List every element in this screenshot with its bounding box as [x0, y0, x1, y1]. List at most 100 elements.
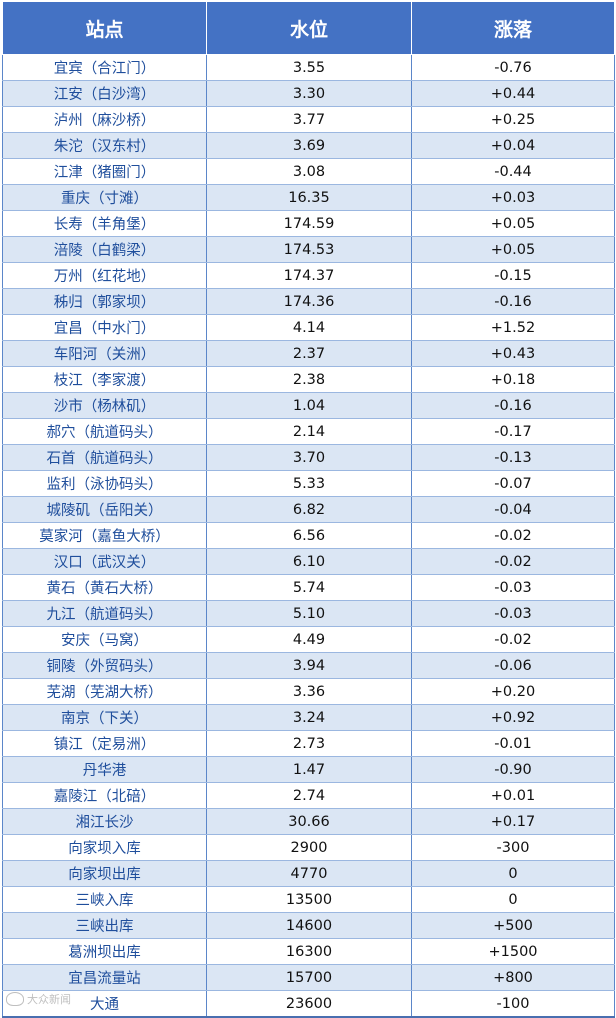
station-cell: 郝穴（航道码头） — [2, 418, 207, 445]
level-cell: 30.66 — [206, 808, 412, 835]
station-cell: 江安（白沙湾） — [2, 80, 207, 107]
table-row: 宜昌（中水门） 4.14 +1.52 — [2, 314, 615, 341]
level-cell: 1.04 — [206, 392, 412, 419]
level-cell: 2.74 — [206, 782, 412, 809]
table-row: 汉口（武汉关） 6.10 -0.02 — [2, 548, 615, 575]
change-cell: +0.01 — [411, 782, 615, 809]
table-body: 宜宾（合江门） 3.55 -0.76 江安（白沙湾） 3.30 +0.44 泸州（麻沙桥） 3… — [2, 54, 615, 1018]
level-cell: 4.49 — [206, 626, 412, 653]
level-cell: 6.82 — [206, 496, 412, 523]
station-cell: 沙市（杨林矶） — [2, 392, 207, 419]
station-cell: 枝江（李家渡） — [2, 366, 207, 393]
change-cell: -0.15 — [411, 262, 615, 289]
level-cell: 4770 — [206, 860, 412, 887]
level-cell: 3.36 — [206, 678, 412, 705]
change-cell: -0.06 — [411, 652, 615, 679]
table-row: 宜宾（合江门） 3.55 -0.76 — [2, 54, 615, 81]
table-row: 芜湖（芜湖大桥） 3.36 +0.20 — [2, 678, 615, 705]
level-cell: 1.47 — [206, 756, 412, 783]
table-row: 石首（航道码头） 3.70 -0.13 — [2, 444, 615, 471]
change-cell: -0.07 — [411, 470, 615, 497]
level-cell: 174.37 — [206, 262, 412, 289]
change-cell: +1.52 — [411, 314, 615, 341]
table-row: 湘江长沙 30.66 +0.17 — [2, 808, 615, 835]
change-cell: -0.02 — [411, 626, 615, 653]
watermark: 大众新闻 — [6, 991, 71, 1007]
change-cell: -0.16 — [411, 288, 615, 315]
station-cell: 安庆（马窝） — [2, 626, 207, 653]
level-cell: 2.73 — [206, 730, 412, 757]
change-cell: +500 — [411, 912, 615, 939]
level-cell: 3.55 — [206, 54, 412, 81]
change-cell: -0.03 — [411, 574, 615, 601]
station-cell: 泸州（麻沙桥） — [2, 106, 207, 133]
station-cell: 湘江长沙 — [2, 808, 207, 835]
table-row: 宜昌流量站 15700 +800 — [2, 964, 615, 991]
watermark-text: 大众新闻 — [27, 993, 71, 1006]
watermark-logo-icon — [6, 992, 24, 1006]
level-cell: 3.70 — [206, 444, 412, 471]
level-cell: 2900 — [206, 834, 412, 861]
header-change: 涨落 — [411, 1, 615, 55]
level-cell: 15700 — [206, 964, 412, 991]
table-row: 三峡入库 13500 0 — [2, 886, 615, 913]
change-cell: +0.04 — [411, 132, 615, 159]
change-cell: +1500 — [411, 938, 615, 965]
table-row: 涪陵（白鹤梁） 174.53 +0.05 — [2, 236, 615, 263]
change-cell: -0.02 — [411, 522, 615, 549]
change-cell: +0.43 — [411, 340, 615, 367]
level-cell: 3.77 — [206, 106, 412, 133]
table-row: 江津（猪圈门） 3.08 -0.44 — [2, 158, 615, 185]
table-row: 三峡出库 14600 +500 — [2, 912, 615, 939]
change-cell: -0.02 — [411, 548, 615, 575]
change-cell: -0.04 — [411, 496, 615, 523]
table-row: 向家坝出库 4770 0 — [2, 860, 615, 887]
table-row: 莫家河（嘉鱼大桥） 6.56 -0.02 — [2, 522, 615, 549]
station-cell: 向家坝入库 — [2, 834, 207, 861]
station-cell: 秭归（郭家坝） — [2, 288, 207, 315]
table-header-row: 站点 水位 涨落 — [2, 1, 615, 55]
level-cell: 174.36 — [206, 288, 412, 315]
change-cell: -0.01 — [411, 730, 615, 757]
change-cell: +0.03 — [411, 184, 615, 211]
change-cell: -0.17 — [411, 418, 615, 445]
level-cell: 2.37 — [206, 340, 412, 367]
station-cell: 长寿（羊角堡） — [2, 210, 207, 237]
change-cell: -100 — [411, 990, 615, 1018]
table-row: 安庆（马窝） 4.49 -0.02 — [2, 626, 615, 653]
level-cell: 6.10 — [206, 548, 412, 575]
station-cell: 车阳河（关洲） — [2, 340, 207, 367]
change-cell: 0 — [411, 886, 615, 913]
level-cell: 5.10 — [206, 600, 412, 627]
level-cell: 2.38 — [206, 366, 412, 393]
table-row: 南京（下关） 3.24 +0.92 — [2, 704, 615, 731]
station-cell: 莫家河（嘉鱼大桥） — [2, 522, 207, 549]
change-cell: -0.03 — [411, 600, 615, 627]
station-cell: 铜陵（外贸码头） — [2, 652, 207, 679]
change-cell: -300 — [411, 834, 615, 861]
station-cell: 芜湖（芜湖大桥） — [2, 678, 207, 705]
table-row: 长寿（羊角堡） 174.59 +0.05 — [2, 210, 615, 237]
change-cell: 0 — [411, 860, 615, 887]
change-cell: -0.44 — [411, 158, 615, 185]
level-cell: 174.53 — [206, 236, 412, 263]
table-row: 重庆（寸滩） 16.35 +0.03 — [2, 184, 615, 211]
level-cell: 2.14 — [206, 418, 412, 445]
level-cell: 14600 — [206, 912, 412, 939]
station-cell: 丹华港 — [2, 756, 207, 783]
table-row: 铜陵（外贸码头） 3.94 -0.06 — [2, 652, 615, 679]
change-cell: +0.25 — [411, 106, 615, 133]
station-cell: 万州（红花地） — [2, 262, 207, 289]
level-cell: 174.59 — [206, 210, 412, 237]
table-row: 大通 23600 -100 — [2, 990, 615, 1018]
level-cell: 5.33 — [206, 470, 412, 497]
station-cell: 南京（下关） — [2, 704, 207, 731]
station-cell: 宜昌流量站 — [2, 964, 207, 991]
level-cell: 23600 — [206, 990, 412, 1018]
station-cell: 嘉陵江（北碚） — [2, 782, 207, 809]
table-row: 沙市（杨林矶） 1.04 -0.16 — [2, 392, 615, 419]
station-cell: 汉口（武汉关） — [2, 548, 207, 575]
table-row: 车阳河（关洲） 2.37 +0.43 — [2, 340, 615, 367]
table-row: 秭归（郭家坝） 174.36 -0.16 — [2, 288, 615, 315]
